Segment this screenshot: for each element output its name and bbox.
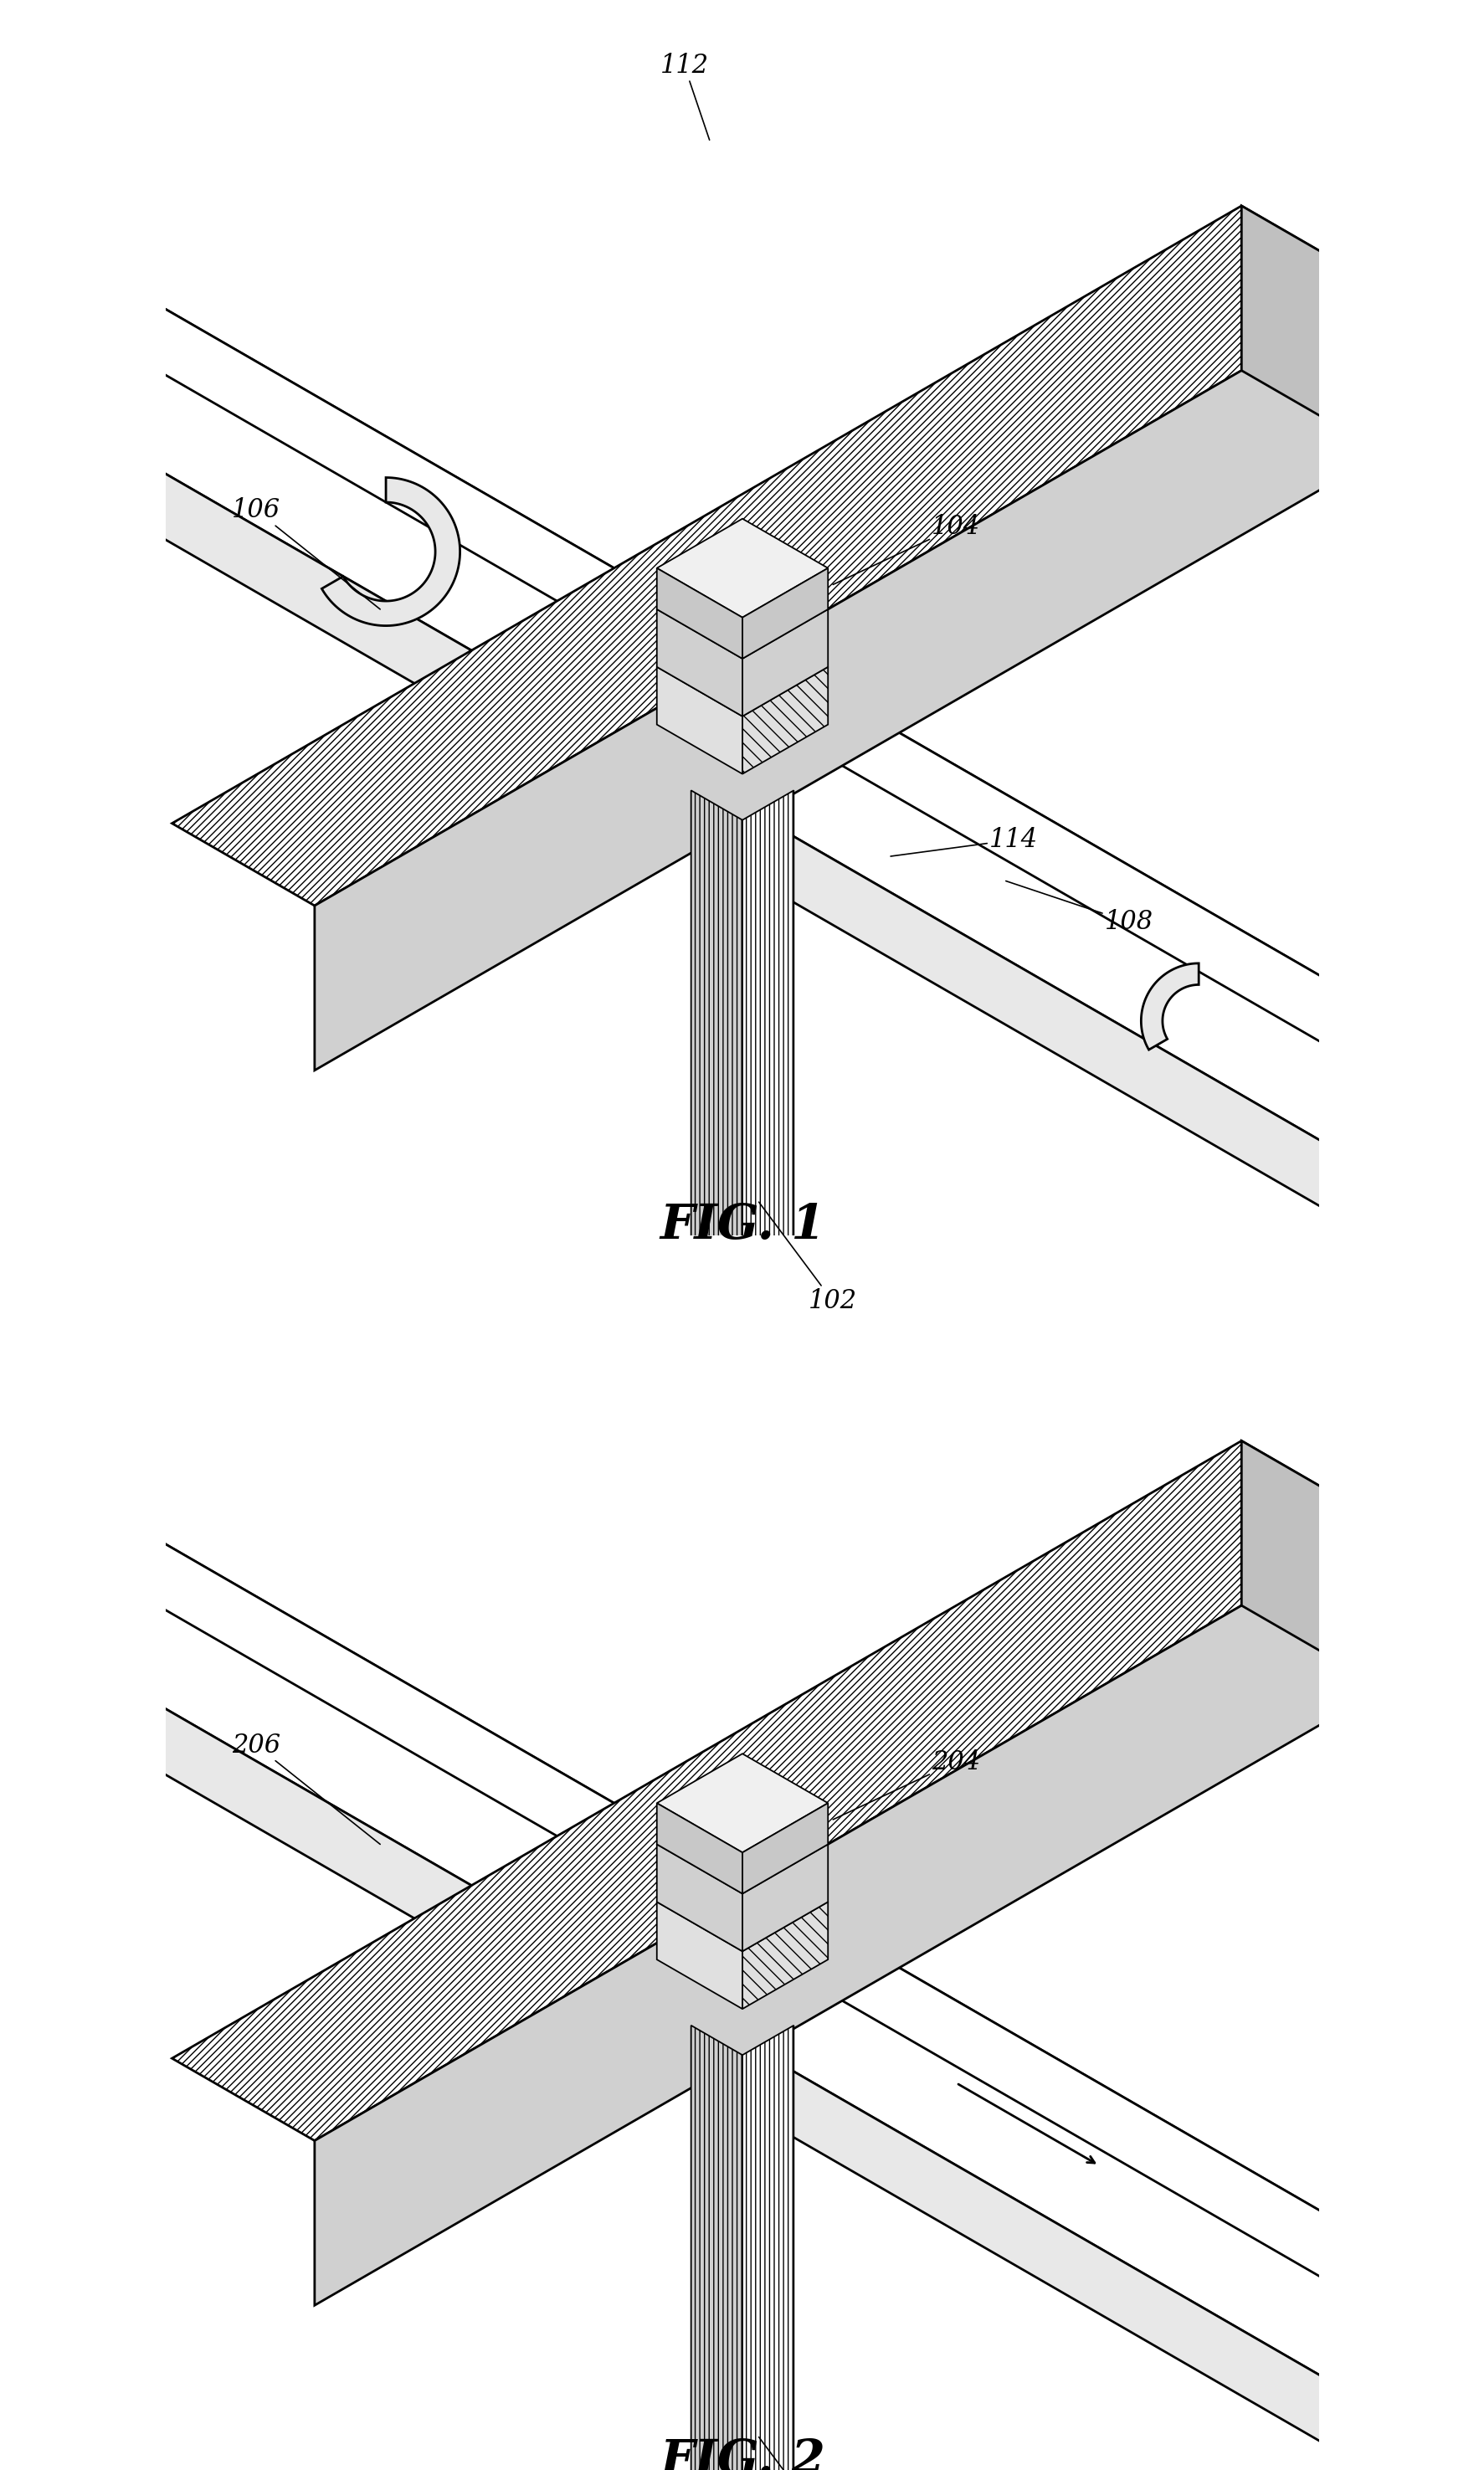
Polygon shape	[1383, 2329, 1484, 2470]
Polygon shape	[1241, 205, 1383, 452]
Polygon shape	[172, 205, 1383, 906]
Polygon shape	[172, 1440, 1383, 2141]
Polygon shape	[656, 1902, 742, 2008]
Polygon shape	[656, 519, 828, 618]
Polygon shape	[315, 1524, 1383, 2305]
Text: 106: 106	[232, 496, 380, 610]
Polygon shape	[656, 1803, 742, 1894]
Text: 114: 114	[890, 827, 1037, 857]
Polygon shape	[1141, 963, 1198, 1050]
Text: 204: 204	[833, 1749, 979, 1820]
Polygon shape	[0, 1507, 1484, 2413]
Polygon shape	[690, 2025, 742, 2470]
Polygon shape	[656, 618, 828, 716]
Polygon shape	[742, 1902, 828, 2008]
Polygon shape	[0, 353, 1383, 1242]
Polygon shape	[742, 1803, 828, 1894]
Polygon shape	[742, 2025, 794, 2470]
Polygon shape	[656, 667, 742, 773]
Polygon shape	[690, 790, 742, 1381]
Polygon shape	[656, 561, 828, 659]
Polygon shape	[742, 568, 828, 659]
Polygon shape	[742, 610, 828, 716]
Polygon shape	[656, 1796, 828, 1894]
Text: 108: 108	[1005, 882, 1153, 936]
Polygon shape	[322, 477, 460, 625]
Polygon shape	[101, 272, 1484, 1161]
Polygon shape	[1241, 1440, 1383, 1687]
Text: FIG. 1: FIG. 1	[659, 1203, 825, 1250]
Polygon shape	[742, 790, 794, 1381]
Text: 206: 206	[232, 1731, 380, 1845]
Polygon shape	[101, 1507, 1484, 2396]
Polygon shape	[656, 1845, 742, 1951]
Text: 102: 102	[758, 1203, 856, 1314]
Text: FIG. 2: FIG. 2	[659, 2438, 825, 2470]
Polygon shape	[315, 289, 1383, 1070]
Text: 202: 202	[758, 2438, 856, 2470]
Polygon shape	[656, 568, 742, 659]
Polygon shape	[0, 1588, 1383, 2470]
Polygon shape	[742, 667, 828, 773]
Polygon shape	[0, 272, 1484, 1178]
Text: 104: 104	[833, 514, 979, 585]
Text: 112: 112	[660, 52, 709, 141]
Polygon shape	[1383, 1094, 1484, 1242]
Polygon shape	[656, 1852, 828, 1951]
Polygon shape	[656, 610, 742, 716]
Polygon shape	[656, 1754, 828, 1852]
Polygon shape	[742, 1845, 828, 1951]
